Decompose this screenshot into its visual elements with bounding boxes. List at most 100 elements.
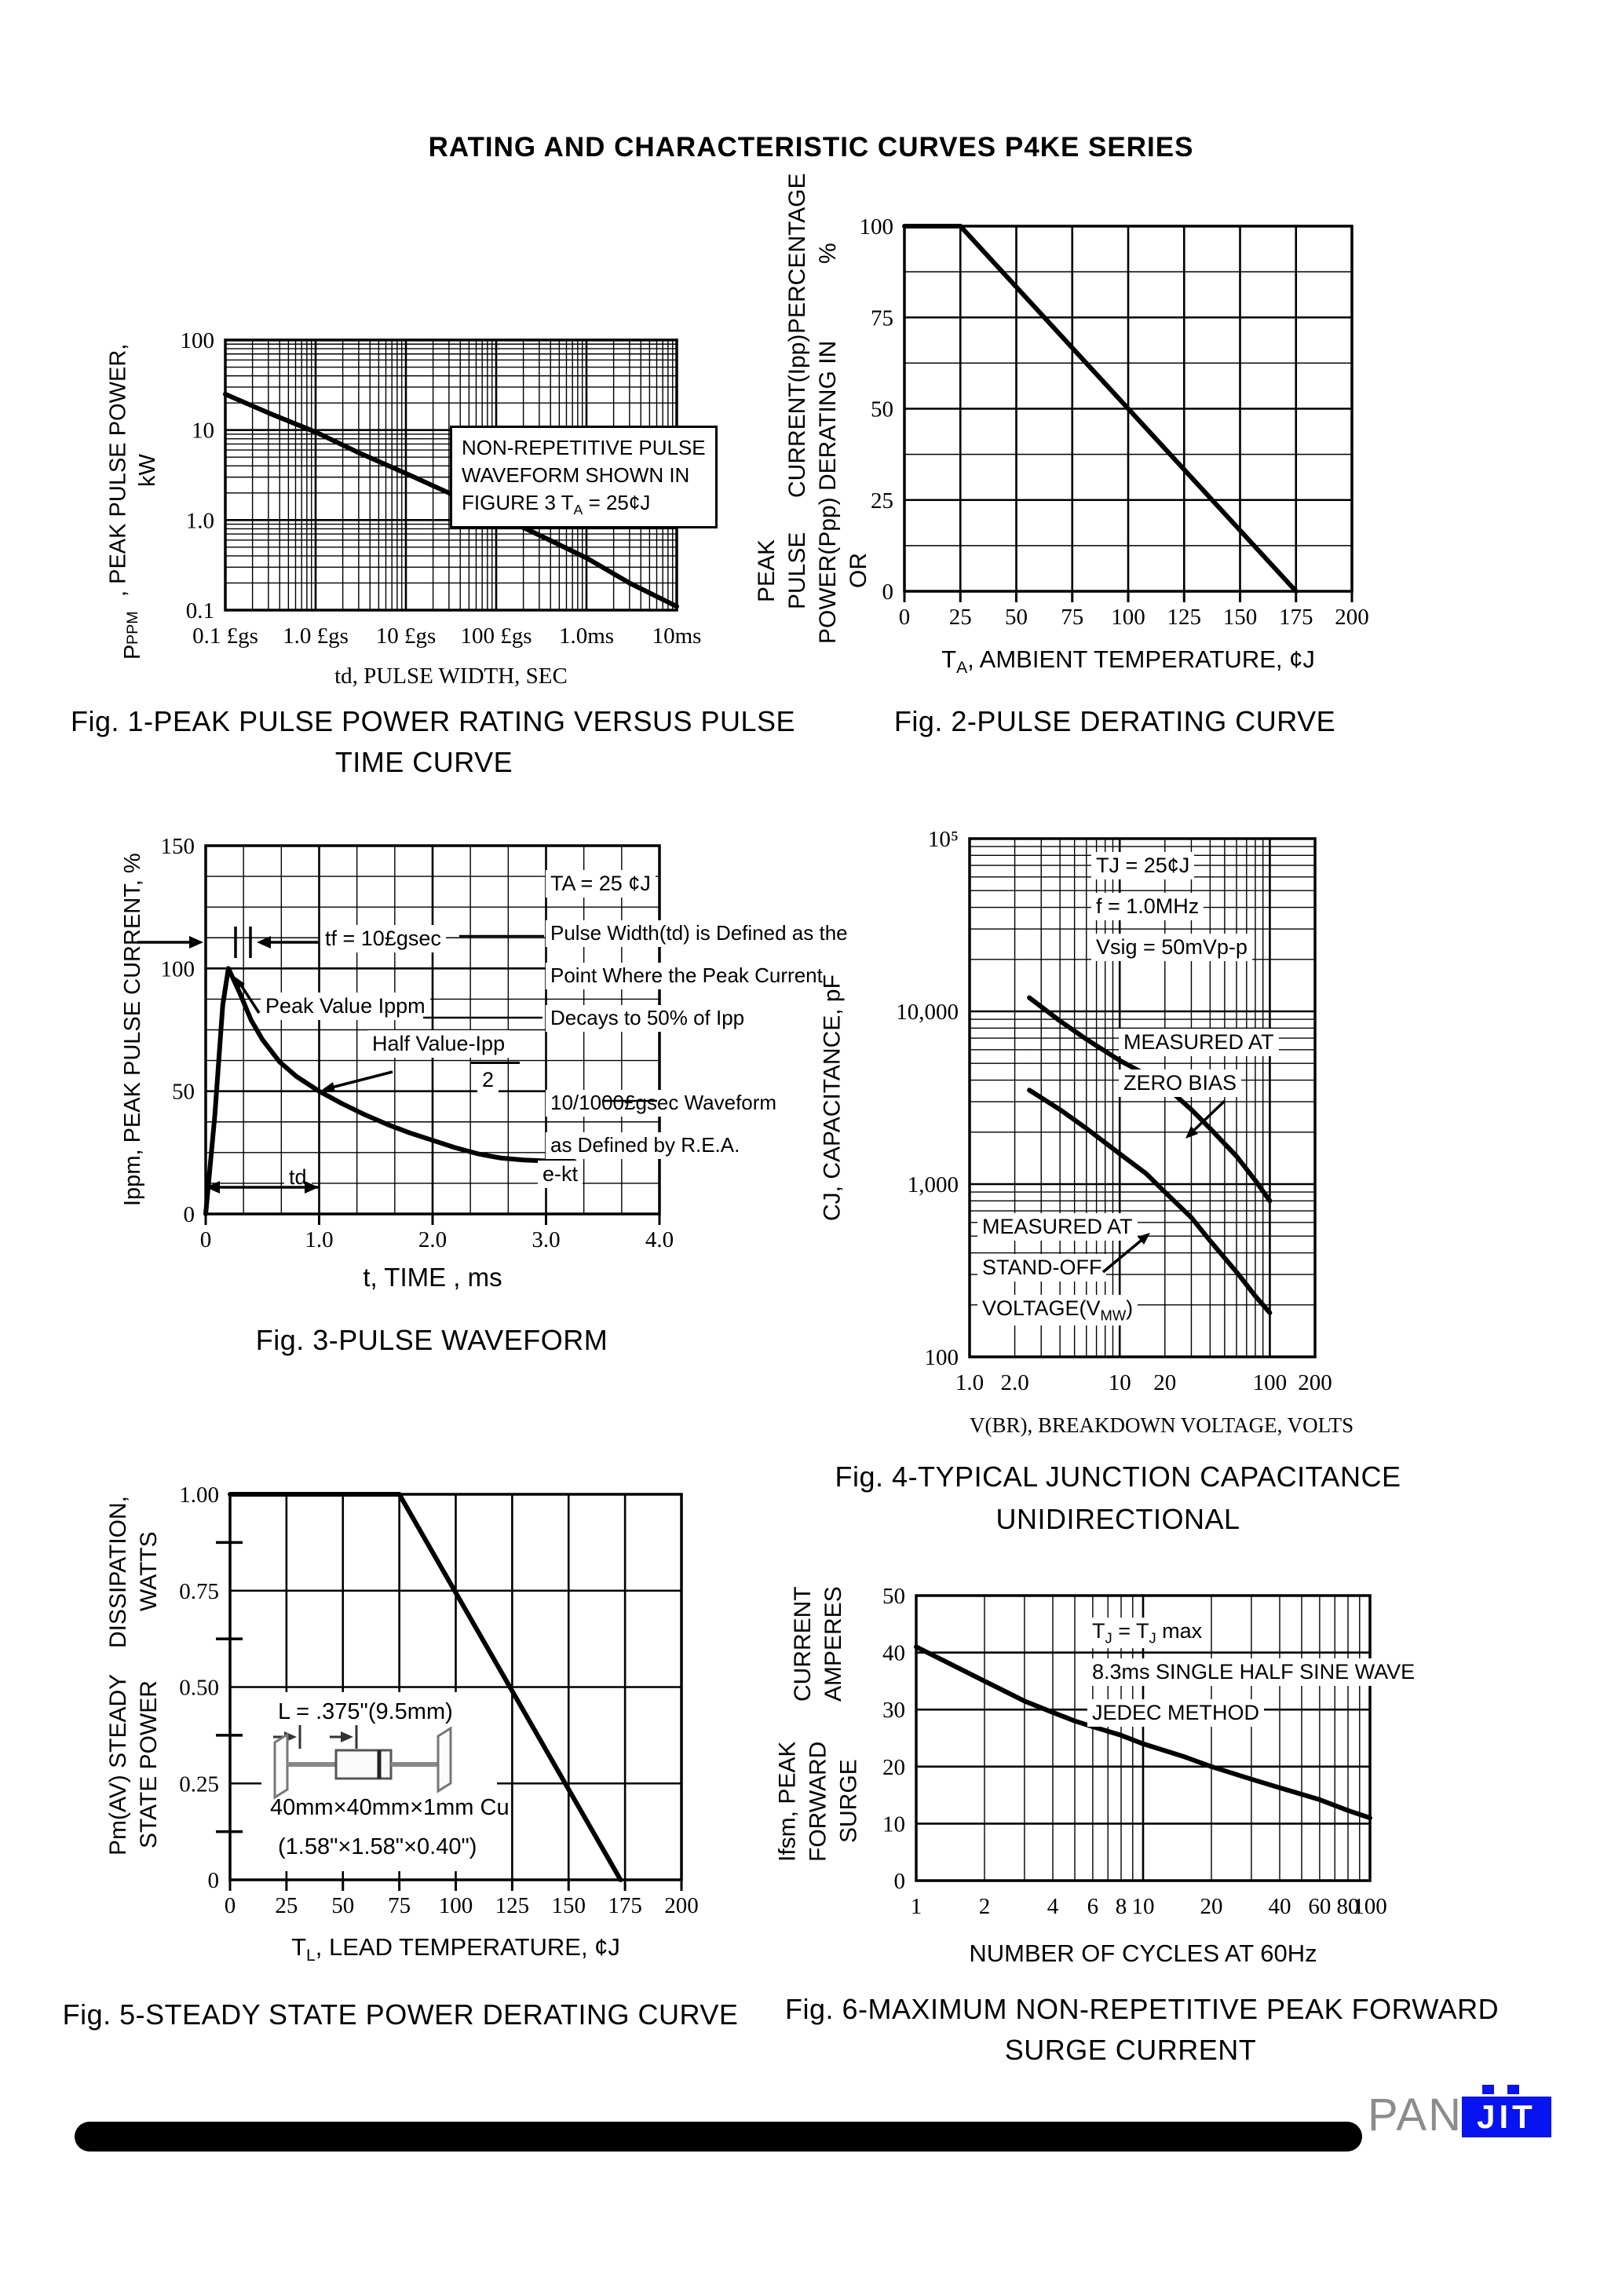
svg-text:50: 50 — [871, 397, 893, 422]
svg-text:0.50: 0.50 — [179, 1676, 219, 1701]
fig1-annotation-line: FIGURE 3 TA = 25¢J — [462, 491, 651, 518]
fig1-caption-line1: Fig. 1-PEAK PULSE POWER RATING VERSUS PU… — [71, 705, 796, 737]
svg-text:75: 75 — [1061, 605, 1083, 630]
fig3-caption: Fig. 3-PULSE WAVEFORM — [255, 1324, 608, 1356]
footer-rule — [75, 2122, 1362, 2152]
svg-text:1.0: 1.0 — [305, 1227, 333, 1252]
svg-text:0: 0 — [184, 1202, 195, 1227]
fig6-caption-line1: Fig. 6-MAXIMUM NON-REPETITIVE PEAK FORWA… — [785, 1993, 1500, 2025]
fig4-condition-vsig: Vsig = 50mVp-p — [1091, 934, 1252, 962]
fig3-definition-line3: Decays to 50% of Ipp — [546, 1005, 750, 1032]
svg-text:0: 0 — [882, 579, 894, 605]
svg-text:0.1 £gs: 0.1 £gs — [192, 623, 258, 649]
svg-text:10: 10 — [882, 1812, 905, 1837]
fig3-waveform-note1: 10/1000£gsec Waveform — [546, 1090, 782, 1117]
fig6-condition-jedec: JEDEC METHOD — [1087, 1699, 1265, 1727]
svg-text:10: 10 — [1132, 1894, 1155, 1919]
fig3-ambient-note: TA = 25 ¢J — [546, 870, 656, 898]
fig3-definition-line2: Point Where the Peak Current — [546, 963, 827, 989]
fig4-y-axis-label: CJ, CAPACITANCE, pF — [819, 974, 846, 1221]
fig5-caption: Fig. 5-STEADY STATE POWER DERATING CURVE — [62, 1998, 739, 2031]
brand-logo-jit: JIT — [1462, 2097, 1551, 2137]
svg-text:200: 200 — [1335, 605, 1369, 630]
fig5-heatsink-size-inch: (1.58"×1.58"×0.40") — [278, 1834, 477, 1859]
svg-text:0: 0 — [894, 1869, 906, 1894]
fig2-x-axis-label: TA, AMBIENT TEMPERATURE, ¢J — [941, 645, 1315, 678]
fig2-caption: Fig. 2-PULSE DERATING CURVE — [893, 705, 1336, 737]
fig4-standoff-label2: STAND-OFF — [977, 1254, 1107, 1282]
svg-text:100: 100 — [1253, 1370, 1288, 1395]
svg-text:100: 100 — [925, 1345, 959, 1370]
svg-text:10: 10 — [1109, 1370, 1131, 1395]
fig4-condition-tj: TJ = 25¢J — [1091, 852, 1195, 880]
fig6-y-label-line: CURRENT AMPERES — [790, 1586, 846, 1702]
svg-text:175: 175 — [1279, 605, 1313, 630]
fig6-caption-line2: SURGE CURRENT — [1004, 2034, 1257, 2066]
fig3-fraction-bar — [471, 1062, 520, 1064]
logo-dot-icon — [1482, 2085, 1494, 2094]
svg-text:100: 100 — [1353, 1894, 1387, 1919]
svg-text:3.0: 3.0 — [532, 1227, 560, 1252]
svg-text:4: 4 — [1047, 1894, 1059, 1919]
svg-text:8: 8 — [1116, 1894, 1127, 1919]
svg-text:50: 50 — [331, 1893, 354, 1918]
svg-text:20: 20 — [882, 1755, 905, 1780]
fig6-condition-tj: TJ = TJ max — [1087, 1618, 1207, 1648]
svg-text:10ms: 10ms — [652, 623, 702, 649]
fig1-caption-line2: TIME CURVE — [334, 746, 513, 778]
svg-text:125: 125 — [1167, 605, 1202, 630]
svg-text:80: 80 — [1336, 1894, 1359, 1919]
svg-text:25: 25 — [275, 1893, 298, 1918]
svg-text:30: 30 — [882, 1698, 905, 1723]
fig2-chart: 0 25 50 75 100 125 150 175 200 0 25 50 75 100 — [860, 214, 1369, 630]
svg-text:200: 200 — [664, 1893, 699, 1918]
svg-text:2.0: 2.0 — [418, 1227, 447, 1252]
svg-text:150: 150 — [552, 1893, 586, 1918]
fig3-half-value-denominator: 2 — [477, 1066, 499, 1095]
svg-text:75: 75 — [388, 1893, 411, 1918]
svg-text:1.0 £gs: 1.0 £gs — [283, 623, 349, 649]
svg-text:50: 50 — [1005, 605, 1028, 630]
fig5-lead-length-note: L = .375"(9.5mm) — [278, 1699, 453, 1724]
logo-dot-icon — [1507, 2085, 1519, 2094]
svg-text:0: 0 — [208, 1868, 220, 1893]
svg-text:1: 1 — [911, 1894, 922, 1919]
fig5-inset-background — [261, 1692, 497, 1871]
svg-text:1.0: 1.0 — [955, 1370, 984, 1395]
fig4-zero-bias-label2: ZERO BIAS — [1119, 1069, 1242, 1098]
svg-text:2.0: 2.0 — [1000, 1370, 1028, 1395]
svg-text:100: 100 — [181, 328, 215, 353]
svg-text:60: 60 — [1308, 1894, 1331, 1919]
fig3-x-axis-label: t, TIME , ms — [363, 1263, 502, 1292]
fig6-x-axis-label: NUMBER OF CYCLES AT 60Hz — [969, 1940, 1317, 1967]
svg-text:10⁵: 10⁵ — [928, 827, 959, 852]
svg-text:10,000: 10,000 — [896, 1000, 959, 1025]
svg-text:6: 6 — [1087, 1894, 1099, 1919]
fig3-td-label: td — [284, 1164, 312, 1192]
fig3-half-value-label: Half Value-Ipp — [367, 1030, 510, 1058]
svg-text:175: 175 — [608, 1893, 642, 1918]
svg-text:40: 40 — [1268, 1894, 1291, 1919]
fig1-x-axis-label: td, PULSE WIDTH, SEC — [334, 664, 568, 689]
fig4-caption-line2: UNIDIRECTIONAL — [995, 1503, 1240, 1535]
fig3-exponential-label: e-kt — [538, 1161, 583, 1189]
svg-text:0: 0 — [225, 1893, 236, 1918]
svg-text:50: 50 — [172, 1080, 195, 1105]
fig1-y-axis-label: P PPM, PEAK PULSE POWER, kW — [105, 343, 160, 660]
fig5-x-axis-label: TL, LEAD TEMPERATURE, ¢J — [291, 1933, 620, 1965]
fig1-annotation-box: NON-REPETITIVE PULSE WAVEFORM SHOWN IN F… — [450, 426, 718, 529]
svg-text:50: 50 — [882, 1584, 905, 1609]
svg-text:1,000: 1,000 — [908, 1172, 959, 1197]
svg-text:2: 2 — [979, 1894, 991, 1919]
svg-text:150: 150 — [1223, 605, 1258, 630]
svg-text:125: 125 — [495, 1893, 530, 1918]
svg-text:1.0: 1.0 — [186, 508, 214, 533]
fig6-condition-wave: 8.3ms SINGLE HALF SINE WAVE — [1087, 1658, 1420, 1687]
svg-text:75: 75 — [871, 305, 893, 331]
svg-text:0.1: 0.1 — [186, 598, 214, 623]
svg-text:10 £gs: 10 £gs — [376, 623, 437, 649]
svg-text:1.0ms: 1.0ms — [559, 623, 614, 649]
svg-text:100: 100 — [1111, 605, 1145, 630]
svg-text:0.75: 0.75 — [179, 1579, 219, 1604]
svg-text:4.0: 4.0 — [645, 1227, 674, 1252]
